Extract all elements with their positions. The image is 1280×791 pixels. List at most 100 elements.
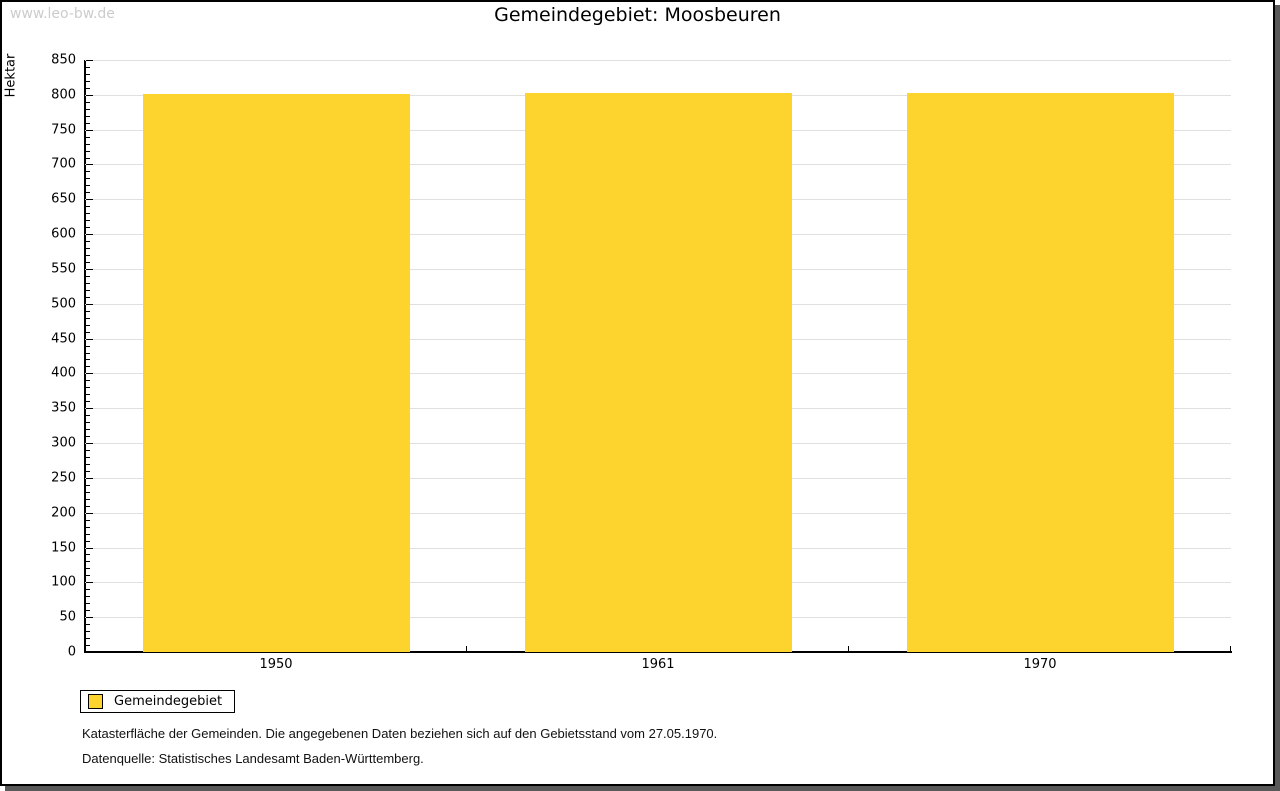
y-tick-major <box>86 443 93 445</box>
legend-swatch-icon <box>88 694 103 709</box>
y-tick-minor <box>86 575 90 577</box>
y-tick-minor <box>86 561 90 563</box>
y-tick-minor <box>86 638 90 640</box>
footnote-description: Katasterfläche der Gemeinden. Die angege… <box>82 726 718 741</box>
y-tick-major <box>86 652 93 653</box>
y-tick-minor <box>86 115 90 117</box>
y-tick-minor <box>86 150 90 152</box>
legend-label: Gemeindegebiet <box>114 694 223 709</box>
y-tick-minor <box>86 456 90 458</box>
y-tick-major <box>86 234 93 236</box>
y-tick-minor <box>86 589 90 591</box>
y-tick-minor <box>86 136 90 138</box>
y-tick-major <box>86 129 93 131</box>
y-tick-label: 750 <box>51 122 76 138</box>
y-tick-minor <box>86 157 90 159</box>
y-tick-minor <box>86 282 90 284</box>
y-tick-minor <box>86 192 90 194</box>
y-tick-minor <box>86 491 90 493</box>
y-tick-minor <box>86 645 90 647</box>
y-tick-minor <box>86 108 90 110</box>
x-tick <box>1230 646 1231 652</box>
y-tick-minor <box>86 289 90 291</box>
x-tick-label: 1970 <box>1023 657 1057 672</box>
y-tick-minor <box>86 603 90 605</box>
y-tick-minor <box>86 66 90 68</box>
x-tick <box>848 646 849 652</box>
y-tick-minor <box>86 359 90 361</box>
y-axis-line <box>84 60 86 652</box>
y-tick-major <box>86 373 93 375</box>
y-tick-label: 550 <box>51 261 76 277</box>
y-tick-minor <box>86 470 90 472</box>
y-tick-minor <box>86 394 90 396</box>
y-tick-label: 200 <box>51 505 76 521</box>
y-tick-minor <box>86 143 90 145</box>
y-tick-minor <box>86 345 90 347</box>
y-tick-minor <box>86 380 90 382</box>
y-tick-label: 850 <box>51 52 76 68</box>
bar-1970 <box>907 92 1174 652</box>
y-tick-label: 0 <box>67 644 76 660</box>
y-tick-minor <box>86 310 90 312</box>
bar-1961 <box>525 92 792 652</box>
x-tick-label: 1950 <box>259 657 293 672</box>
y-tick-minor <box>86 498 90 500</box>
x-tick <box>466 646 467 652</box>
watermark: www.leo-bw.de <box>10 6 115 22</box>
y-tick-minor <box>86 178 90 180</box>
y-tick-minor <box>86 554 90 556</box>
y-tick-minor <box>86 484 90 486</box>
y-tick-minor <box>86 220 90 222</box>
y-tick-minor <box>86 171 90 173</box>
y-tick-label: 450 <box>51 331 76 347</box>
y-tick-minor <box>86 540 90 542</box>
y-tick-minor <box>86 436 90 438</box>
y-tick-minor <box>86 122 90 124</box>
y-tick-minor <box>86 275 90 277</box>
y-tick-major <box>86 268 93 270</box>
y-tick-minor <box>86 526 90 528</box>
y-tick-minor <box>86 261 90 263</box>
y-tick-label: 100 <box>51 574 76 590</box>
y-tick-major <box>86 547 93 549</box>
y-tick-minor <box>86 505 90 507</box>
y-tick-minor <box>86 422 90 424</box>
y-tick-minor <box>86 596 90 598</box>
gridline <box>85 60 1231 61</box>
y-tick-label: 350 <box>51 400 76 416</box>
y-tick-minor <box>86 101 90 103</box>
y-tick-minor <box>86 241 90 243</box>
y-tick-minor <box>86 296 90 298</box>
y-tick-label: 400 <box>51 365 76 381</box>
y-tick-minor <box>86 73 90 75</box>
y-tick-minor <box>86 415 90 417</box>
y-tick-minor <box>86 366 90 368</box>
y-tick-minor <box>86 331 90 333</box>
y-tick-major <box>86 477 93 479</box>
chart-title: Gemeindegebiet: Moosbeuren <box>494 4 781 26</box>
y-tick-label: 700 <box>51 156 76 172</box>
y-tick-minor <box>86 463 90 465</box>
plot-area: 1950 1961 1970 0 50 100 150 200 250 300 350 400 450 5… <box>51 53 1232 672</box>
y-tick-major <box>86 512 93 514</box>
y-tick-minor <box>86 450 90 452</box>
y-tick-major <box>86 303 93 305</box>
y-tick-major <box>86 408 93 410</box>
y-tick-label: 150 <box>51 540 76 556</box>
y-tick-major <box>86 60 93 61</box>
x-axis-line <box>84 651 1232 653</box>
y-tick-label: 800 <box>51 87 76 103</box>
y-tick-minor <box>86 317 90 319</box>
y-tick-major <box>86 164 93 166</box>
y-tick-label: 600 <box>51 226 76 242</box>
y-tick-minor <box>86 624 90 626</box>
y-tick-minor <box>86 387 90 389</box>
y-tick-minor <box>86 255 90 256</box>
y-tick-label: 50 <box>59 609 76 625</box>
y-tick-minor <box>86 185 90 187</box>
y-tick-label: 300 <box>51 435 76 451</box>
y-axis-title: Hektar <box>3 53 19 98</box>
y-tick-minor <box>86 324 90 326</box>
